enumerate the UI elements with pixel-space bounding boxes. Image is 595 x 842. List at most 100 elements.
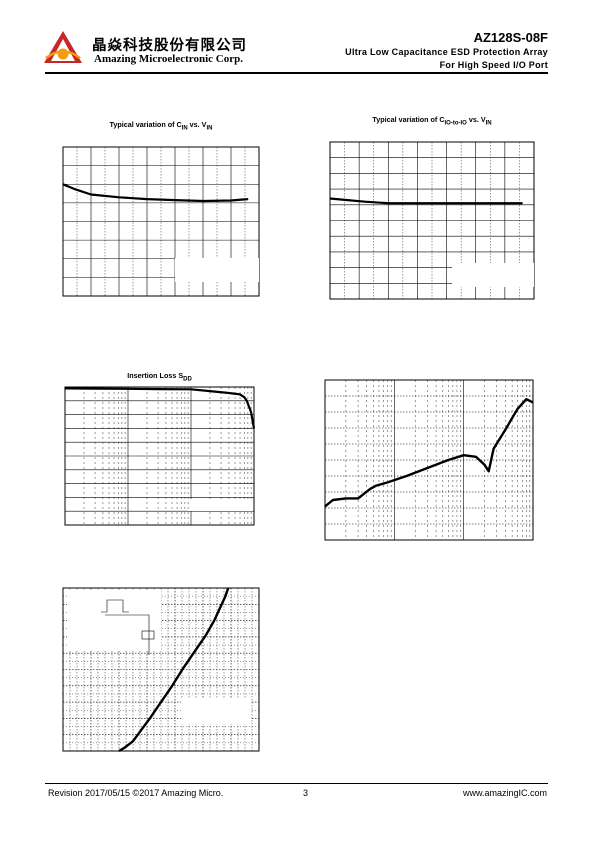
data-point <box>90 193 92 196</box>
data-point <box>253 427 255 429</box>
chart-title-subscript: IN <box>486 121 492 127</box>
data-point <box>246 400 248 402</box>
data-point <box>224 595 226 597</box>
data-point <box>132 740 134 742</box>
data-point <box>247 198 249 200</box>
data-point <box>228 392 230 394</box>
inset-pulse-shape <box>101 599 129 613</box>
data-point <box>521 202 523 204</box>
chart-title-subscript: DD <box>183 377 192 383</box>
data-point <box>387 481 389 483</box>
data-point <box>219 607 221 609</box>
footer-page-number: 3 <box>303 788 309 798</box>
series-line <box>64 387 256 429</box>
data-point <box>324 505 326 507</box>
data-point <box>118 750 120 752</box>
header-subtitle-2: For High Speed I/O Port <box>439 60 548 70</box>
chart-title-text: Typical variation of C <box>110 120 182 129</box>
data-point <box>447 459 449 461</box>
chart-title-text: vs. V <box>188 120 207 129</box>
plot-frame <box>62 587 260 752</box>
chart-title-text: Typical variation of C <box>372 115 444 124</box>
company-name-chinese: 晶焱科技股份有限公司 <box>92 37 247 54</box>
note-box <box>175 258 259 282</box>
chart-title-text: Insertion Loss S <box>127 371 183 380</box>
data-point <box>387 202 389 204</box>
data-point <box>416 202 418 204</box>
data-point <box>488 470 490 472</box>
data-point <box>504 429 506 431</box>
data-point <box>230 199 232 202</box>
data-point <box>194 651 196 653</box>
chart-title: Typical variation of CIO-to-IO vs. VIN <box>372 115 491 127</box>
data-point <box>239 393 241 395</box>
chart-cin-vs-vin: Typical variation of CIN vs. VIN <box>62 120 260 297</box>
website-link[interactable]: www.amazingIC.com <box>462 788 547 798</box>
header-subtitle-1: Ultra Low Capacitance ESD Protection Arr… <box>345 47 548 57</box>
data-point <box>124 747 126 749</box>
data-point <box>227 587 229 589</box>
plot-frame <box>329 141 535 300</box>
data-point <box>329 197 331 200</box>
data-point <box>250 411 252 413</box>
data-point <box>171 685 173 687</box>
data-point <box>332 499 334 501</box>
data-point <box>118 196 120 198</box>
footer-rule <box>45 783 548 784</box>
data-point <box>94 388 96 390</box>
data-point <box>475 202 477 204</box>
chart-title-subscript: IN <box>206 126 212 132</box>
annotation-box <box>189 499 253 511</box>
data-point <box>357 497 359 499</box>
data-point <box>504 202 506 204</box>
inset-dut-box <box>141 630 155 640</box>
data-point <box>202 200 204 202</box>
chart-title: Insertion Loss SDD <box>127 371 192 383</box>
data-point <box>174 199 176 201</box>
footer-website[interactable]: www.amazingIC.com <box>463 788 547 798</box>
data-point <box>346 199 349 201</box>
note-box <box>452 263 534 287</box>
data-point <box>64 387 66 389</box>
tlp-inset-schematic <box>67 590 161 655</box>
data-point <box>149 717 151 719</box>
data-point <box>146 198 148 200</box>
series-line <box>324 398 534 508</box>
data-point <box>426 467 428 469</box>
data-point <box>127 388 129 390</box>
part-number: AZ128S-08F <box>473 30 548 45</box>
chart-insertion-loss: Insertion Loss SDD <box>64 371 256 526</box>
annotation-box <box>181 698 251 724</box>
data-point <box>160 701 162 703</box>
data-point <box>345 497 347 499</box>
chart-grid <box>324 379 533 541</box>
series-line <box>118 587 230 753</box>
data-point <box>62 183 64 185</box>
data-point <box>73 188 75 190</box>
data-point <box>493 448 495 450</box>
chart-title: Typical variation of CIN vs. VIN <box>110 120 213 132</box>
data-point <box>182 667 184 669</box>
data-point <box>475 456 477 458</box>
chart-cio-vs-vin: Typical variation of CIO-to-IO vs. VIN <box>329 115 535 300</box>
data-point <box>369 488 371 490</box>
data-point <box>157 388 159 390</box>
data-point <box>463 454 465 456</box>
data-point <box>190 388 192 390</box>
data-point <box>375 485 377 487</box>
plot-frame <box>62 146 260 297</box>
data-point <box>446 202 448 204</box>
footer-revision: Revision 2017/05/15 ©2017 Amazing Micro. <box>48 788 224 798</box>
data-point <box>532 401 534 403</box>
data-point <box>213 620 215 622</box>
inset-background <box>67 590 161 650</box>
company-name-english: Amazing Microelectronic Corp. <box>94 53 243 65</box>
data-point <box>205 634 207 636</box>
chart-analog-cross-talk <box>324 379 534 541</box>
chart-tlp-measurement <box>62 587 260 753</box>
inset-wire <box>105 614 150 655</box>
company-logo-icon <box>44 31 82 63</box>
plot-frame <box>64 386 255 526</box>
data-point <box>209 390 211 392</box>
data-point <box>483 464 486 466</box>
